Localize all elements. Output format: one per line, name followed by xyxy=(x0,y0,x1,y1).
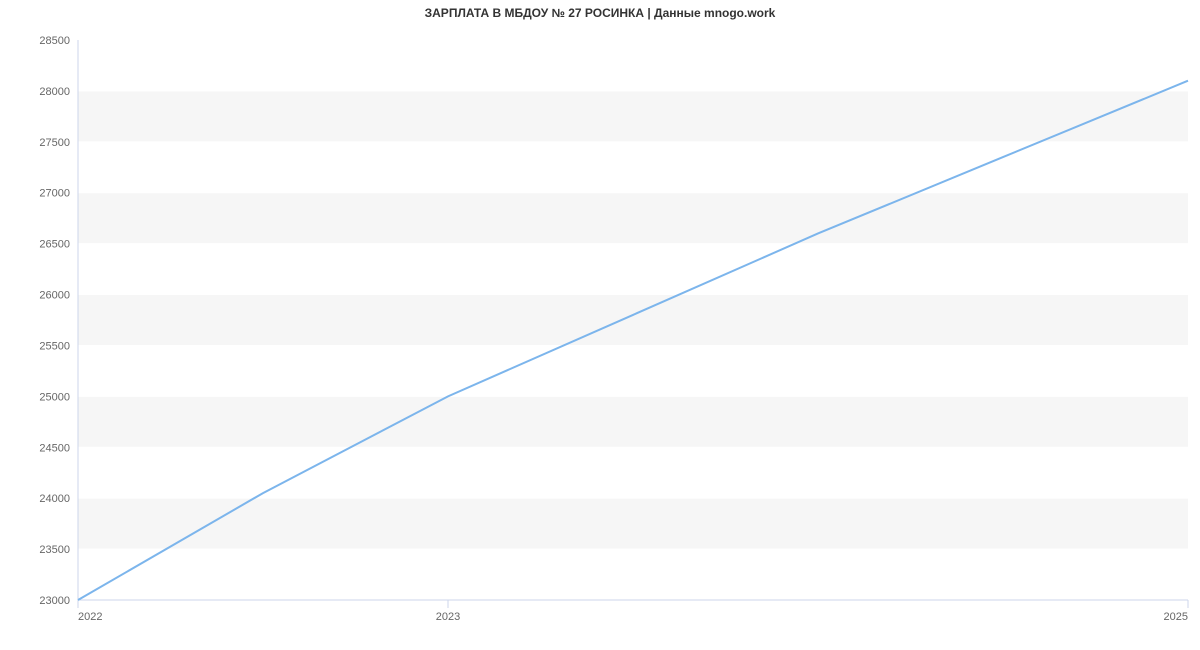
grid-band xyxy=(78,193,1188,244)
grid-band xyxy=(78,91,1188,142)
y-tick-label: 26500 xyxy=(39,239,70,251)
y-tick-label: 27000 xyxy=(39,188,70,200)
x-tick-label: 2022 xyxy=(78,611,102,623)
y-tick-label: 27500 xyxy=(39,137,70,149)
y-tick-label: 23500 xyxy=(39,544,70,556)
y-tick-label: 23000 xyxy=(39,595,70,607)
grid-band xyxy=(78,498,1188,549)
y-tick-label: 28000 xyxy=(39,86,70,98)
y-tick-label: 24500 xyxy=(39,442,70,454)
chart-svg: 23000 23500 24000 24500 25000 25500 26000 26500… xyxy=(0,0,1200,650)
y-tick-label: 26000 xyxy=(39,290,70,302)
chart-container: ЗАРПЛАТА В МБДОУ № 27 РОСИНКА | Данные m… xyxy=(0,0,1200,650)
x-tick-label: 2025 xyxy=(1164,611,1188,623)
grid-band xyxy=(78,295,1188,346)
y-tick-label: 28500 xyxy=(39,35,70,47)
y-tick-label: 24000 xyxy=(39,493,70,505)
y-tick-label: 25000 xyxy=(39,391,70,403)
x-tick-label: 2023 xyxy=(436,611,460,623)
grid-band xyxy=(78,396,1188,447)
y-tick-label: 25500 xyxy=(39,340,70,352)
